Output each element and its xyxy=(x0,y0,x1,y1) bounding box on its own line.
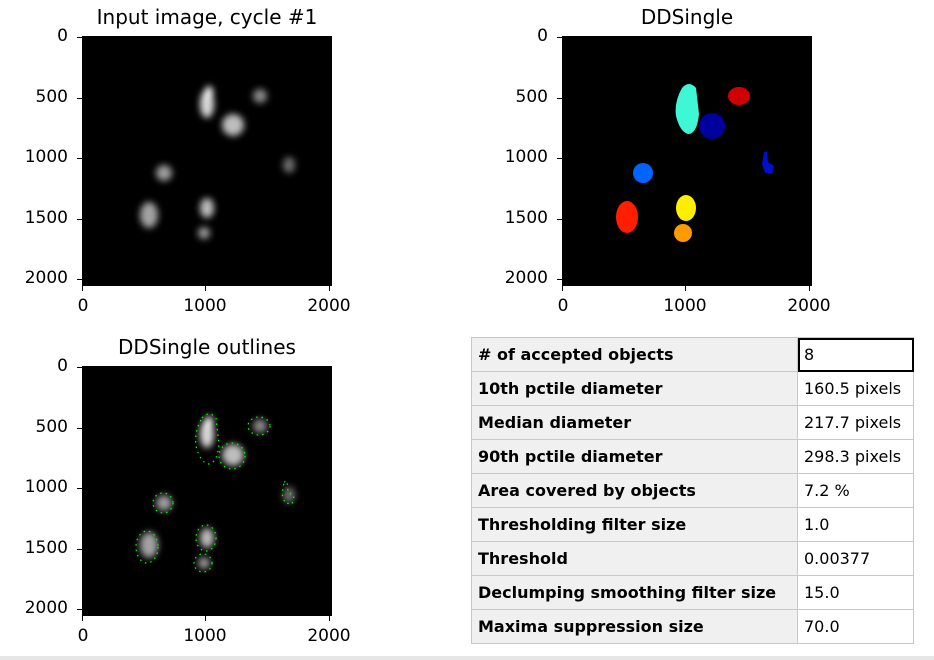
outlines-xtick-0: 0 xyxy=(77,626,89,646)
ddsingle-ytick-2000: 2000 xyxy=(504,268,548,288)
ddsingle-xtick-1000: 1000 xyxy=(663,296,707,316)
object-navy xyxy=(699,113,725,139)
table-row: Thresholding filter size 1.0 xyxy=(471,507,914,542)
input-ytick-2000: 2000 xyxy=(24,268,68,288)
measurement-value[interactable]: 70.0 xyxy=(797,609,914,644)
measurement-label: Median diameter xyxy=(471,405,798,440)
table-row: # of accepted objects 8 xyxy=(471,337,914,372)
table-row: 90th pctile diameter 298.3 pixels xyxy=(471,439,914,474)
measurement-label: Thresholding filter size xyxy=(471,507,798,542)
ddsingle-title: DDSingle xyxy=(640,5,734,29)
measurement-value[interactable]: 15.0 xyxy=(797,575,914,610)
input-image-title: Input image, cycle #1 xyxy=(96,5,318,29)
measurement-label: Maxima suppression size xyxy=(471,609,798,644)
table-row: Median diameter 217.7 pixels xyxy=(471,405,914,440)
ddsingle-ytick-1000: 1000 xyxy=(504,147,548,167)
measurement-value[interactable]: 1.0 xyxy=(797,507,914,542)
measurement-value[interactable]: 160.5 pixels xyxy=(797,371,914,406)
input-ytick-1500: 1500 xyxy=(24,208,68,228)
measurement-value[interactable]: 217.7 pixels xyxy=(797,405,914,440)
measurement-value[interactable]: 298.3 pixels xyxy=(797,439,914,474)
measurement-label: # of accepted objects xyxy=(471,337,798,372)
object-dark-blue xyxy=(762,151,774,174)
input-ytick-500: 500 xyxy=(35,87,68,107)
input-image xyxy=(82,36,332,286)
object-red-small xyxy=(728,87,750,105)
measurement-label: 10th pctile diameter xyxy=(471,371,798,406)
outlines-ytick-0: 0 xyxy=(57,356,68,376)
input-xtick-0: 0 xyxy=(77,296,89,316)
measurement-label: Declumping smoothing filter size xyxy=(471,575,798,610)
outlines-ytick-500: 500 xyxy=(35,417,68,437)
ddsingle-ytick-0: 0 xyxy=(537,26,548,46)
object-outlines xyxy=(135,413,295,573)
ddsingle-label-image xyxy=(562,36,812,286)
input-xtick-1000: 1000 xyxy=(183,296,227,316)
table-row: Declumping smoothing filter size 15.0 xyxy=(471,575,914,610)
table-row: 10th pctile diameter 160.5 pixels xyxy=(471,371,914,406)
outlines-xtick-1000: 1000 xyxy=(183,626,227,646)
measurement-label: 90th pctile diameter xyxy=(471,439,798,474)
outlines-ytick-1500: 1500 xyxy=(24,538,68,558)
outlines-ytick-2000: 2000 xyxy=(24,598,68,618)
table-row: Area covered by objects 7.2 % xyxy=(471,473,914,508)
measurement-value[interactable]: 7.2 % xyxy=(797,473,914,508)
input-cells xyxy=(140,86,295,239)
ddsingle-xtick-2000: 2000 xyxy=(787,296,831,316)
input-ytick-0: 0 xyxy=(57,26,68,46)
input-xtick-2000: 2000 xyxy=(307,296,351,316)
ddsingle-ytick-1500: 1500 xyxy=(504,208,548,228)
window-bottom-edge xyxy=(0,656,934,660)
outlines-xtick-2000: 2000 xyxy=(307,626,351,646)
object-yellow xyxy=(676,195,696,221)
ddsingle-ytick-500: 500 xyxy=(515,87,548,107)
measurement-label: Threshold xyxy=(471,541,798,576)
table-row: Threshold 0.00377 xyxy=(471,541,914,576)
object-red-large xyxy=(616,201,638,233)
measurement-label: Area covered by objects xyxy=(471,473,798,508)
object-cyan xyxy=(675,84,699,134)
input-ytick-1000: 1000 xyxy=(24,147,68,167)
ddsingle-xtick-0: 0 xyxy=(557,296,569,316)
measurement-value[interactable]: 0.00377 xyxy=(797,541,914,576)
table-row: Maxima suppression size 70.0 xyxy=(471,609,914,644)
measurement-value[interactable]: 8 xyxy=(797,337,914,372)
ddsingle-objects xyxy=(616,84,774,242)
object-blue xyxy=(633,163,653,183)
object-orange xyxy=(674,224,692,242)
outlines-ytick-1000: 1000 xyxy=(24,477,68,497)
outlines-title: DDSingle outlines xyxy=(118,335,296,359)
outline-cells xyxy=(140,416,295,569)
outlines-image xyxy=(82,366,332,616)
measurements-table: # of accepted objects 8 10th pctile diam… xyxy=(471,337,914,644)
